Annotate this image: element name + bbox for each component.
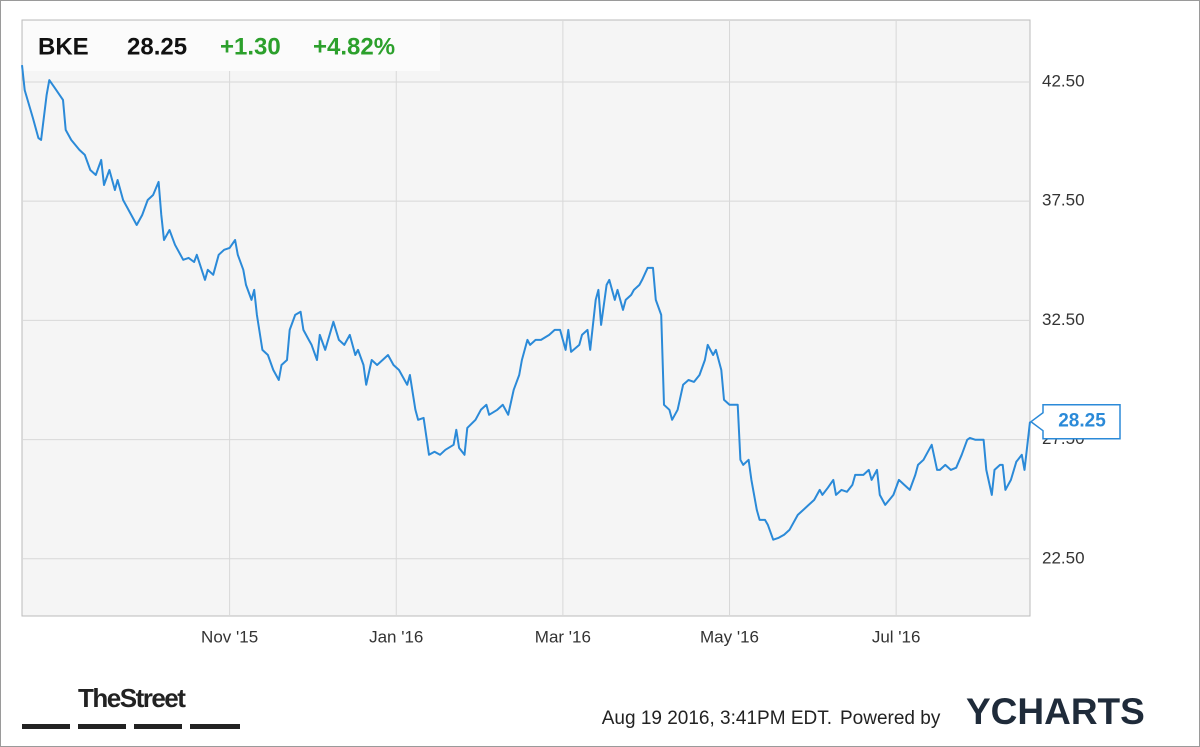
x-tick-label: Jan '16 <box>369 627 423 646</box>
y-tick-label: 32.50 <box>1042 310 1085 329</box>
symbol: BKE <box>38 33 89 60</box>
price: 28.25 <box>127 33 187 60</box>
x-tick-label: Jul '16 <box>872 627 921 646</box>
y-tick-label: 22.50 <box>1042 548 1085 567</box>
change-percent: +4.82% <box>313 33 395 60</box>
source-logo-text: TheStreet <box>78 683 186 713</box>
x-tick-label: Mar '16 <box>535 627 591 646</box>
logo-bar <box>190 724 240 729</box>
grid <box>22 20 1030 616</box>
last-value-callout <box>1029 403 1121 440</box>
logo-bar <box>78 724 126 729</box>
price-line <box>21 64 1031 541</box>
timestamp: Aug 19 2016, 3:41PM EDT. <box>602 708 832 729</box>
logo-bar <box>134 724 182 729</box>
last-value-label: 28.25 <box>1058 411 1106 432</box>
logo-bar <box>22 724 70 729</box>
x-tick-label: May '16 <box>700 627 759 646</box>
source-logo: TheStreet <box>22 683 240 729</box>
x-tick-label: Nov '15 <box>201 627 258 646</box>
powered-by: Powered by <box>840 708 941 729</box>
plot-area <box>21 19 1031 617</box>
marks <box>21 64 1031 541</box>
y-tick-label: 37.50 <box>1042 191 1085 210</box>
header-box <box>23 21 440 71</box>
brand-logo[interactable]: YCHARTS <box>966 691 1145 732</box>
change: +1.30 <box>220 33 281 60</box>
y-tick-label: 42.50 <box>1042 71 1085 90</box>
